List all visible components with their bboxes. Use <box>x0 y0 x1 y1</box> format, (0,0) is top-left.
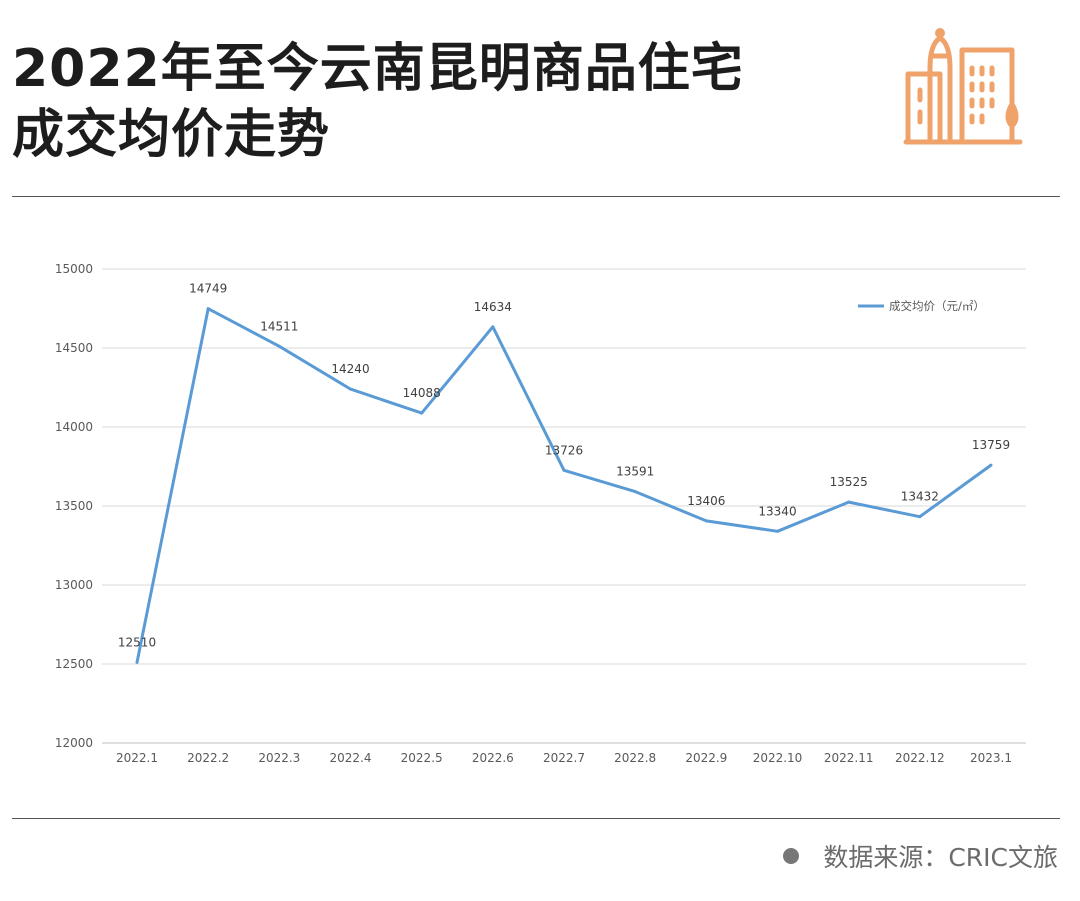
x-tick-label: 2022.12 <box>895 751 945 765</box>
x-tick-label: 2022.2 <box>187 751 229 765</box>
x-tick-label: 2022.7 <box>543 751 585 765</box>
y-tick-label: 14000 <box>55 420 93 434</box>
data-point <box>633 490 637 494</box>
city-buildings-icon <box>903 28 1023 145</box>
data-label: 14749 <box>189 282 227 296</box>
x-tick-label: 2022.6 <box>472 751 514 765</box>
data-label: 14240 <box>331 362 369 376</box>
data-point <box>349 387 352 391</box>
data-label: 13406 <box>687 494 725 508</box>
data-point <box>277 344 281 348</box>
data-point <box>135 660 139 664</box>
y-tick-label: 12500 <box>55 657 93 671</box>
data-label: 13340 <box>758 504 796 518</box>
data-label: 13525 <box>830 475 868 489</box>
x-tick-label: 2023.1 <box>970 751 1012 765</box>
data-point <box>776 529 779 533</box>
top-divider <box>12 196 1060 197</box>
data-label: 13591 <box>616 465 654 479</box>
chart-legend: 成交均价（元/㎡） <box>858 299 985 313</box>
title-line-1: 2022年至今云南昆明商品住宅 <box>12 39 744 99</box>
x-tick-label: 2022.8 <box>614 751 656 765</box>
x-tick-label: 2022.10 <box>753 751 803 765</box>
legend-label: 成交均价（元/㎡） <box>889 299 985 313</box>
data-point <box>491 325 495 329</box>
data-point <box>562 468 566 472</box>
line-chart: 12000 12500 13000 13500 14000 14500 15000 2022… <box>55 262 1026 765</box>
data-label: 14088 <box>403 386 441 400</box>
bottom-divider <box>12 818 1060 819</box>
data-point <box>847 500 851 504</box>
data-point <box>206 307 210 311</box>
y-tick-label: 12000 <box>55 736 93 750</box>
data-source: 数据来源：CRIC文旅 <box>783 840 1058 876</box>
data-source-text: 数据来源：CRIC文旅 <box>823 843 1058 872</box>
x-tick-label: 2022.5 <box>401 751 443 765</box>
data-point <box>420 411 424 415</box>
y-tick-label: 14500 <box>55 341 93 355</box>
x-tick-label: 2022.9 <box>685 751 727 765</box>
y-tick-label: 13500 <box>55 499 93 513</box>
x-tick-label: 2022.1 <box>116 751 158 765</box>
x-tick-label: 2022.11 <box>824 751 874 765</box>
page-title: 2022年至今云南昆明商品住宅 成交均价走势 <box>12 36 872 168</box>
data-label: 13432 <box>901 490 939 504</box>
data-point <box>989 463 993 467</box>
data-point <box>704 519 708 523</box>
data-point <box>918 515 922 519</box>
y-tick-label: 13000 <box>55 578 93 592</box>
x-tick-label: 2022.3 <box>258 751 300 765</box>
y-tick-label: 15000 <box>55 262 93 276</box>
data-label: 12510 <box>118 635 156 649</box>
data-label: 13759 <box>972 438 1010 452</box>
title-line-2: 成交均价走势 <box>12 105 331 165</box>
data-label: 13726 <box>545 443 583 457</box>
bullet-dot-icon <box>783 848 800 864</box>
data-label: 14634 <box>474 300 512 314</box>
x-tick-label: 2022.4 <box>330 751 372 765</box>
data-label: 14511 <box>260 319 298 333</box>
